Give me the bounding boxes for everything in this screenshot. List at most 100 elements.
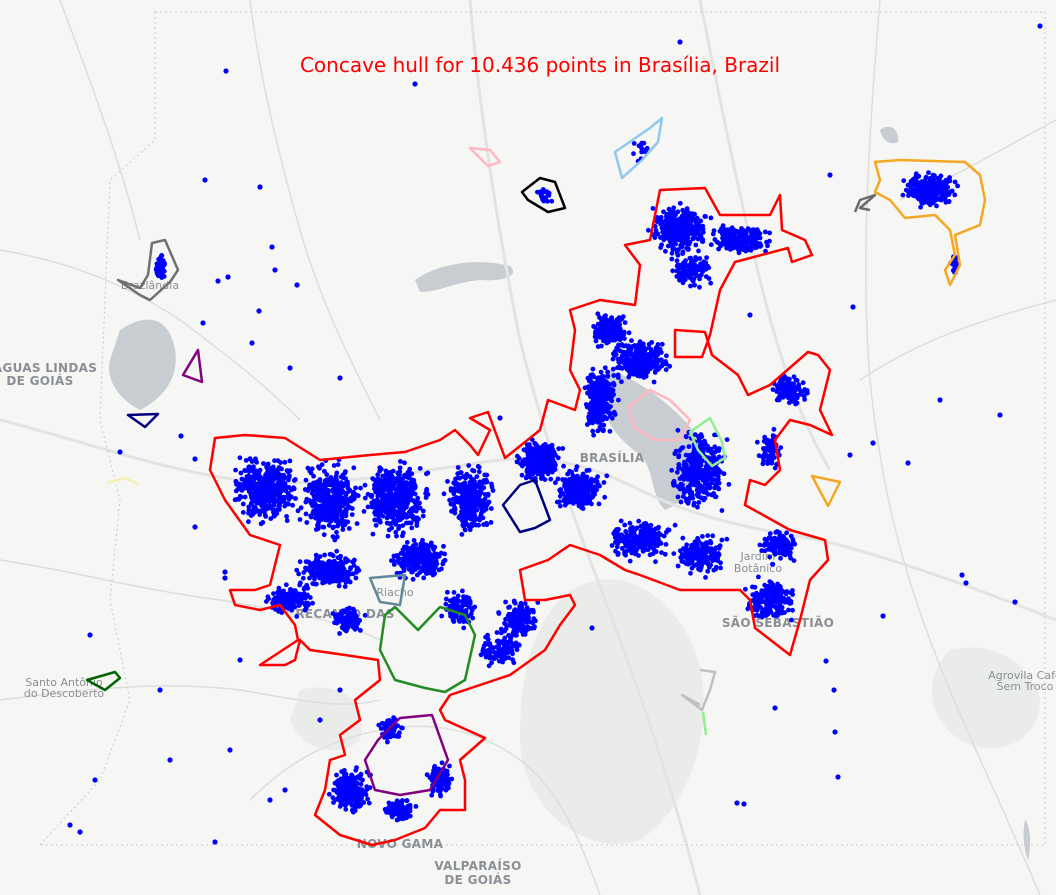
point — [461, 515, 467, 520]
point — [340, 527, 346, 532]
point — [712, 494, 718, 499]
point — [698, 265, 704, 271]
point — [593, 331, 598, 336]
point — [336, 571, 342, 577]
point — [627, 520, 633, 526]
point — [398, 492, 404, 498]
point — [265, 594, 271, 600]
point — [689, 211, 695, 217]
point — [526, 465, 532, 470]
place-label: do Descoberto — [24, 687, 105, 700]
point — [313, 552, 319, 558]
point — [233, 488, 239, 494]
point — [641, 547, 647, 552]
point — [311, 573, 317, 579]
point — [626, 368, 632, 374]
point — [633, 533, 638, 539]
point — [464, 521, 470, 527]
point — [400, 533, 405, 539]
point — [294, 614, 300, 619]
point — [693, 242, 699, 248]
place-label: VALPARAÍSO — [434, 858, 521, 873]
point — [401, 506, 407, 511]
point — [638, 369, 643, 374]
point — [300, 575, 306, 581]
point — [390, 485, 396, 490]
point — [408, 562, 414, 567]
point — [271, 509, 276, 515]
point — [686, 274, 692, 279]
point — [577, 492, 583, 497]
point — [463, 475, 468, 481]
point — [617, 365, 623, 371]
point — [412, 484, 418, 490]
point — [316, 519, 322, 524]
point — [334, 502, 340, 508]
point — [401, 486, 407, 492]
point — [264, 506, 270, 512]
point — [333, 475, 339, 481]
point — [377, 465, 383, 471]
point — [322, 562, 328, 567]
point — [307, 595, 313, 600]
point — [634, 547, 640, 552]
point — [659, 219, 665, 225]
point — [573, 482, 578, 487]
point — [279, 476, 284, 481]
point — [408, 493, 414, 499]
point — [675, 209, 681, 215]
place-labels: ÁGUAS LINDAS DE GOIÁS BRASÍLIA RECANTO D… — [0, 279, 1056, 887]
point — [272, 458, 277, 464]
point — [476, 464, 482, 470]
point — [330, 553, 336, 559]
point — [602, 365, 608, 371]
point — [585, 500, 590, 506]
point — [459, 532, 465, 537]
point — [728, 236, 734, 242]
point — [245, 486, 251, 492]
point — [712, 468, 718, 474]
point — [709, 451, 715, 456]
point — [358, 485, 363, 491]
point — [679, 474, 685, 479]
point — [663, 359, 668, 364]
point — [405, 553, 411, 559]
point — [374, 505, 379, 511]
point — [355, 620, 361, 626]
point — [441, 491, 447, 497]
point — [601, 395, 606, 401]
point — [431, 547, 436, 552]
point — [639, 354, 645, 360]
point — [280, 591, 285, 597]
point — [684, 542, 690, 548]
point — [686, 444, 692, 449]
point — [335, 462, 341, 467]
point — [633, 541, 639, 547]
point — [420, 513, 426, 519]
point — [268, 490, 273, 496]
points-layer — [67, 23, 1043, 845]
point — [421, 575, 427, 581]
point — [559, 490, 565, 496]
point — [380, 473, 386, 479]
point — [644, 532, 649, 538]
point — [246, 464, 252, 470]
point — [398, 459, 403, 464]
point — [326, 503, 331, 508]
point — [348, 566, 353, 572]
point — [307, 575, 312, 581]
point — [659, 550, 664, 555]
point — [310, 600, 315, 606]
point — [331, 463, 337, 468]
point — [539, 472, 545, 477]
point — [590, 428, 596, 434]
point — [676, 465, 682, 471]
point — [350, 606, 356, 612]
point — [268, 516, 274, 521]
point — [549, 469, 555, 475]
point — [678, 481, 684, 487]
place-label: DE GOIÁS — [6, 373, 73, 388]
point — [732, 239, 738, 245]
point — [471, 468, 477, 474]
